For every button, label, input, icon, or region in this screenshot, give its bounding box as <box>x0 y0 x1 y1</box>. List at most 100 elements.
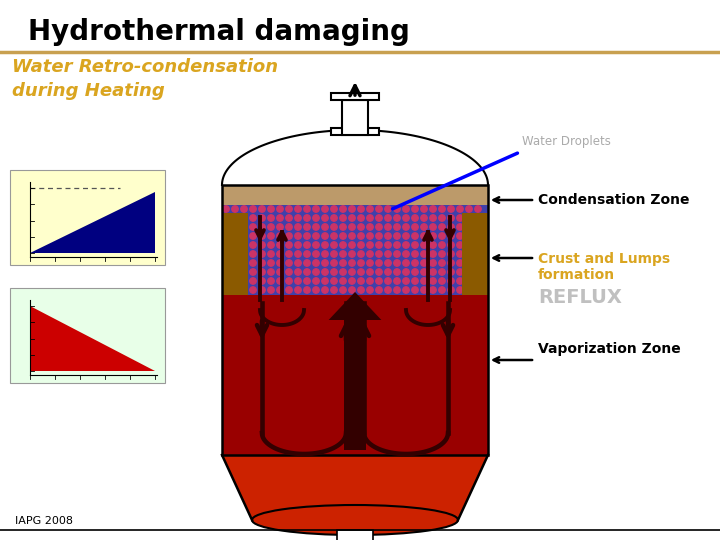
Circle shape <box>276 215 283 221</box>
Circle shape <box>358 287 364 293</box>
Bar <box>10 170 165 265</box>
Circle shape <box>430 233 436 239</box>
Circle shape <box>276 251 283 257</box>
Circle shape <box>340 287 346 293</box>
Circle shape <box>366 278 373 284</box>
Circle shape <box>448 215 454 221</box>
Circle shape <box>312 287 319 293</box>
Circle shape <box>420 206 427 212</box>
Bar <box>222 205 488 295</box>
Circle shape <box>348 242 355 248</box>
Circle shape <box>456 215 463 221</box>
Circle shape <box>412 233 418 239</box>
Circle shape <box>304 260 310 266</box>
Circle shape <box>438 269 445 275</box>
Circle shape <box>430 269 436 275</box>
Circle shape <box>330 242 337 248</box>
Circle shape <box>358 242 364 248</box>
Circle shape <box>286 269 292 275</box>
Circle shape <box>384 206 391 212</box>
Circle shape <box>376 242 382 248</box>
Circle shape <box>412 224 418 230</box>
Circle shape <box>322 269 328 275</box>
Circle shape <box>358 269 364 275</box>
Circle shape <box>330 251 337 257</box>
Circle shape <box>304 269 310 275</box>
Bar <box>462 213 488 295</box>
Circle shape <box>330 269 337 275</box>
Circle shape <box>322 206 328 212</box>
Circle shape <box>322 278 328 284</box>
Circle shape <box>312 251 319 257</box>
Circle shape <box>474 224 481 230</box>
Circle shape <box>276 224 283 230</box>
Circle shape <box>420 233 427 239</box>
Circle shape <box>276 278 283 284</box>
Circle shape <box>376 278 382 284</box>
Circle shape <box>322 215 328 221</box>
Circle shape <box>466 260 472 266</box>
Circle shape <box>258 215 265 221</box>
Bar <box>222 295 488 455</box>
Circle shape <box>430 215 436 221</box>
Circle shape <box>322 224 328 230</box>
Circle shape <box>286 206 292 212</box>
Circle shape <box>474 242 481 248</box>
Circle shape <box>366 251 373 257</box>
Circle shape <box>348 206 355 212</box>
Circle shape <box>286 287 292 293</box>
Circle shape <box>348 287 355 293</box>
Circle shape <box>448 233 454 239</box>
Circle shape <box>286 233 292 239</box>
Circle shape <box>232 224 238 230</box>
Circle shape <box>412 206 418 212</box>
Circle shape <box>294 206 301 212</box>
Circle shape <box>412 215 418 221</box>
Circle shape <box>294 224 301 230</box>
Circle shape <box>258 233 265 239</box>
Circle shape <box>294 215 301 221</box>
Polygon shape <box>222 130 488 185</box>
Circle shape <box>294 278 301 284</box>
Circle shape <box>420 287 427 293</box>
Circle shape <box>358 215 364 221</box>
Circle shape <box>222 233 229 239</box>
Circle shape <box>456 287 463 293</box>
Circle shape <box>430 260 436 266</box>
Circle shape <box>286 242 292 248</box>
Circle shape <box>222 287 229 293</box>
Circle shape <box>438 206 445 212</box>
Circle shape <box>412 242 418 248</box>
Text: during Heating: during Heating <box>12 82 165 100</box>
Bar <box>222 213 248 295</box>
Circle shape <box>312 206 319 212</box>
Circle shape <box>394 278 400 284</box>
Bar <box>10 288 165 383</box>
Circle shape <box>276 233 283 239</box>
Bar <box>337 530 373 540</box>
Bar <box>344 320 366 450</box>
Circle shape <box>276 260 283 266</box>
Circle shape <box>376 260 382 266</box>
Circle shape <box>240 224 247 230</box>
Circle shape <box>456 269 463 275</box>
Circle shape <box>358 251 364 257</box>
Circle shape <box>366 206 373 212</box>
Circle shape <box>322 287 328 293</box>
Circle shape <box>232 278 238 284</box>
Circle shape <box>268 233 274 239</box>
Circle shape <box>412 260 418 266</box>
Circle shape <box>420 278 427 284</box>
Circle shape <box>312 242 319 248</box>
Circle shape <box>304 233 310 239</box>
Circle shape <box>448 206 454 212</box>
Circle shape <box>474 233 481 239</box>
Circle shape <box>394 242 400 248</box>
Circle shape <box>276 242 283 248</box>
Circle shape <box>294 260 301 266</box>
Circle shape <box>276 206 283 212</box>
Circle shape <box>312 224 319 230</box>
Circle shape <box>232 287 238 293</box>
Circle shape <box>240 215 247 221</box>
Circle shape <box>286 278 292 284</box>
